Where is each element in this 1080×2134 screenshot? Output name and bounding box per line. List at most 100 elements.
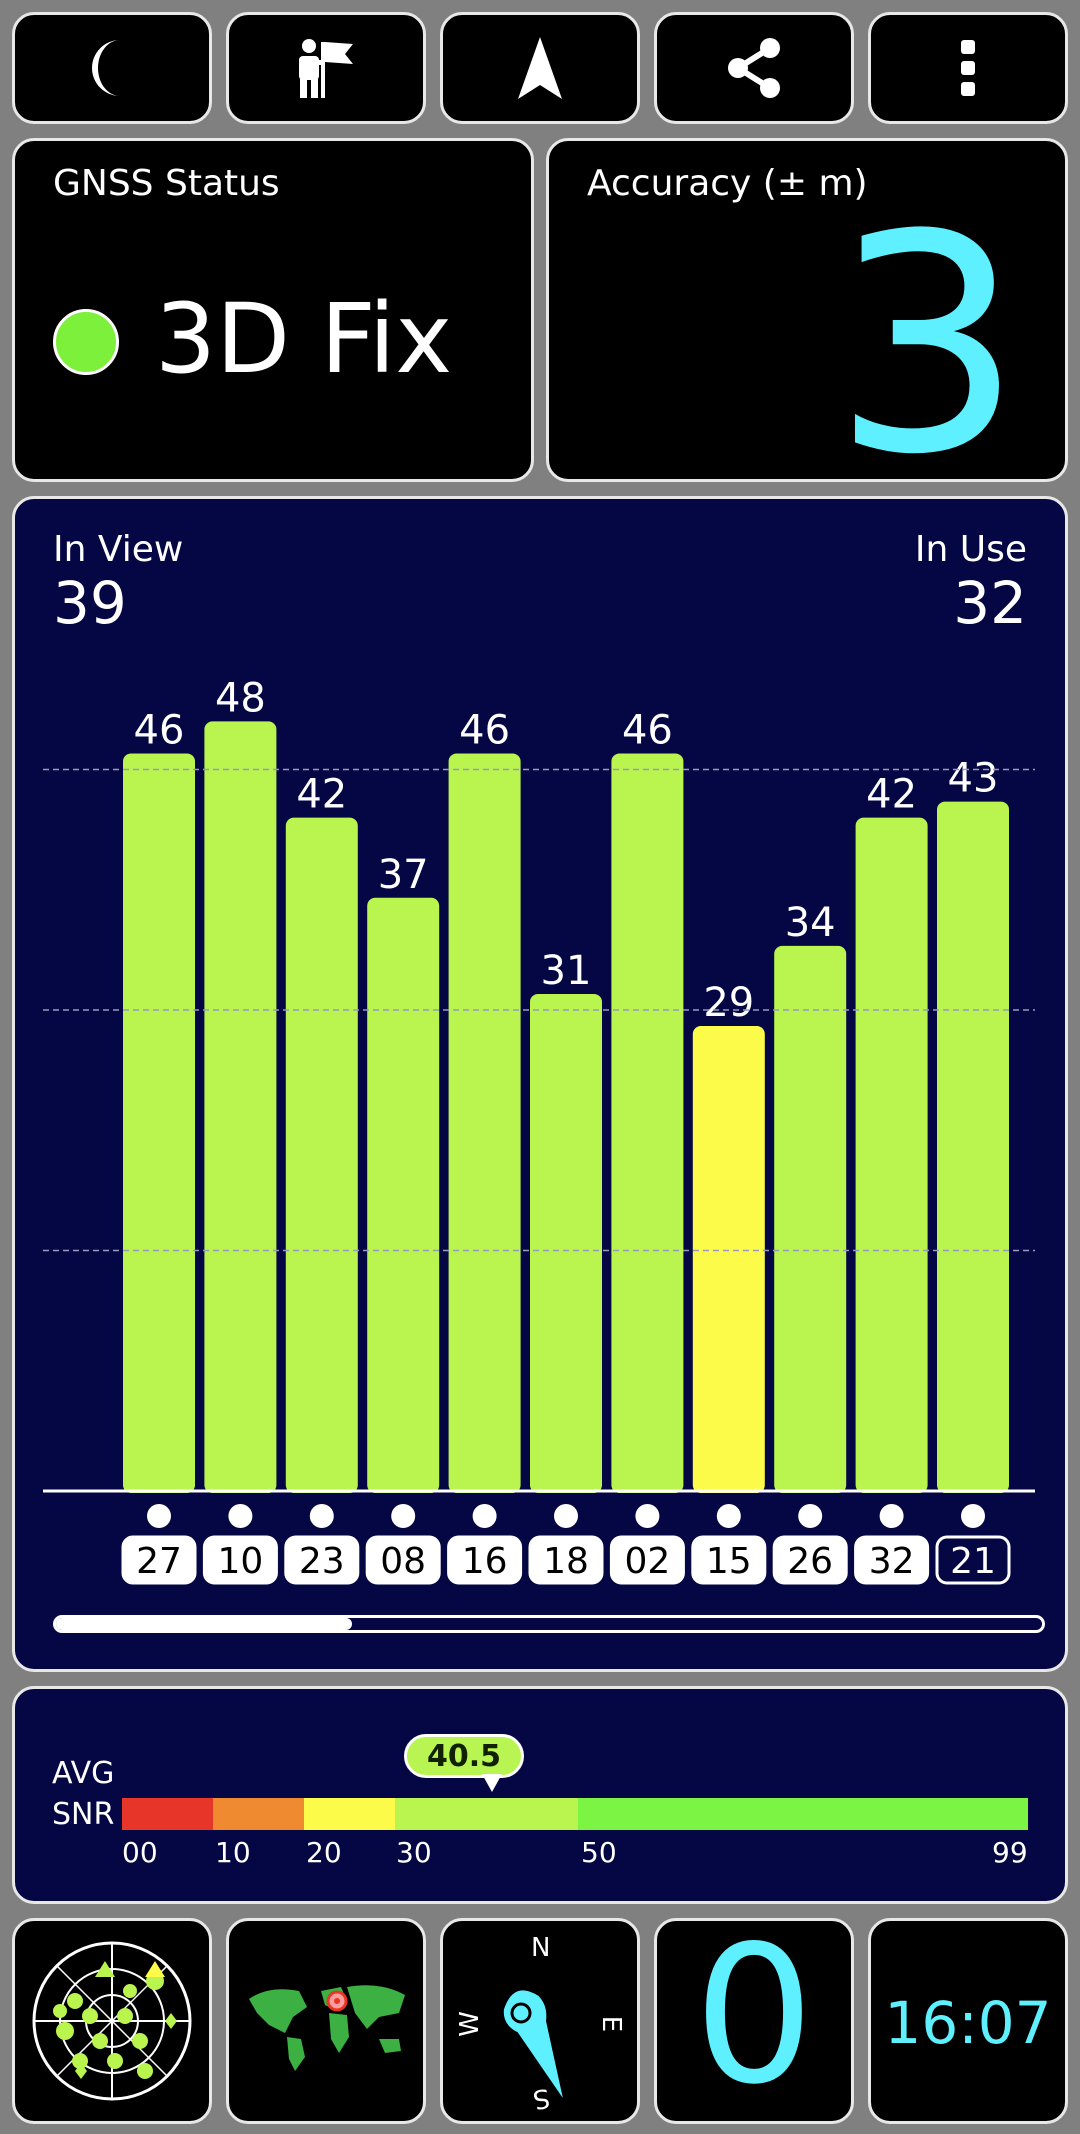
accuracy-title: Accuracy (± m) [587, 163, 868, 204]
speed-value: 0 [693, 1905, 815, 2126]
prn-label: 15 [706, 1541, 752, 1582]
snr-tick: 20 [306, 1836, 342, 1869]
moon-icon [92, 40, 120, 96]
bar-value-label: 42 [296, 772, 347, 818]
compass-button[interactable]: N E S W [440, 1918, 640, 2124]
signal-bar [530, 993, 602, 1493]
prn-badge [365, 1535, 441, 1585]
bar-value-label: 29 [703, 980, 754, 1026]
night-mode-button[interactable] [12, 12, 212, 124]
avg-snr-panel[interactable] [12, 1686, 1068, 1904]
bar-value-label: 37 [378, 852, 429, 898]
navigation-arrow-icon [518, 37, 562, 99]
prn-label: 08 [380, 1541, 426, 1582]
prn-badge [854, 1535, 930, 1585]
snr-tick: 99 [992, 1836, 1028, 1869]
prn-badge [772, 1535, 848, 1585]
in-view-label: In View [53, 529, 184, 570]
signal-bar [937, 801, 1009, 1493]
in-use-dot [554, 1504, 578, 1528]
bar-value-label: 48 [215, 675, 266, 721]
world-map-button[interactable] [226, 1918, 426, 2124]
chart-scrollbar-thumb[interactable] [56, 1618, 352, 1630]
signal-bar-chart: 46 27 48 10 42 23 37 08 46 16 31 18 46 02 29 15 34 26 42 32… [43, 675, 1035, 1585]
prn-label: 18 [543, 1541, 589, 1582]
snr-scale-bar [122, 1798, 1028, 1830]
more-vert-icon [961, 40, 975, 96]
prn-badge [284, 1535, 360, 1585]
snr-segment-30-50 [395, 1798, 578, 1830]
sky-radar-icon [32, 1941, 192, 2101]
clock-time: 16:07 [884, 1989, 1052, 2057]
bar-value-label: 43 [948, 756, 999, 802]
prn-label: 27 [136, 1541, 182, 1582]
signal-bar [774, 945, 847, 1493]
accuracy-panel[interactable]: Accuracy (± m) 3 [546, 138, 1068, 511]
prn-label: 16 [462, 1541, 508, 1582]
signal-bar [123, 753, 195, 1493]
snr-tick: 10 [215, 1836, 251, 1869]
bar-value-label: 46 [459, 707, 510, 753]
world-map-icon [249, 1985, 405, 2071]
prn-label: 26 [787, 1541, 833, 1582]
prn-badge [121, 1535, 197, 1585]
prn-label: 32 [869, 1541, 915, 1582]
snr-tick: 00 [122, 1836, 158, 1869]
signal-chart-panel[interactable]: In View 39 In Use 32 46 27 48 10 42 23 37 08 46 1… [12, 496, 1068, 1672]
signal-bar [204, 721, 277, 1493]
avg-label: AVG [52, 1756, 115, 1791]
calibrate-button[interactable] [226, 12, 426, 124]
navigate-button[interactable] [440, 12, 640, 124]
signal-bar [367, 897, 440, 1493]
prn-label: 10 [217, 1541, 263, 1582]
gnss-status-panel[interactable]: GNSS Status 3D Fix [12, 138, 534, 482]
snr-segment-0-10 [122, 1798, 213, 1830]
prn-badge [447, 1535, 523, 1585]
signal-bar [855, 817, 928, 1493]
snr-value-bubble: 40.5 [404, 1734, 524, 1778]
compass-n: N [531, 1933, 551, 1963]
prn-badge [935, 1535, 1011, 1585]
more-options-button[interactable] [868, 12, 1068, 124]
in-use-dot [309, 1504, 334, 1528]
in-use-dot [472, 1504, 497, 1528]
snr-segment-20-30 [304, 1798, 395, 1830]
in-view-count: 39 [53, 569, 127, 637]
gnss-status-title: GNSS Status [53, 163, 280, 204]
in-use-dot [798, 1504, 823, 1528]
bar-value-label: 42 [866, 772, 917, 818]
signal-bar [692, 1026, 765, 1493]
prn-badge [528, 1535, 604, 1585]
accuracy-value: 3 [832, 171, 1023, 520]
prn-label: 23 [299, 1541, 345, 1582]
prn-badge [202, 1535, 278, 1585]
in-use-label: In Use [914, 529, 1027, 570]
bar-value-label: 34 [785, 900, 836, 946]
plot-area: 46 27 48 10 42 23 37 08 46 16 31 18 46 02 29 15 34 26 42 32… [121, 675, 1011, 1585]
share-button[interactable] [654, 12, 854, 124]
in-use-dot [961, 1504, 985, 1528]
signal-bar [611, 753, 684, 1493]
in-use-dot [716, 1504, 741, 1528]
signal-bar [285, 817, 358, 1493]
speed-panel[interactable]: 0 [654, 1911, 854, 2124]
prn-label: 21 [950, 1541, 996, 1582]
prn-badge [691, 1535, 767, 1585]
in-use-dot [879, 1504, 904, 1528]
in-use-dot [391, 1504, 416, 1528]
clock-panel[interactable]: 16:07 [868, 1918, 1068, 2124]
in-use-dot [228, 1504, 253, 1528]
signal-bar [448, 753, 521, 1493]
snr-pointer [482, 1774, 502, 1792]
in-use-count: 32 [953, 569, 1027, 637]
snr-tick: 30 [396, 1836, 432, 1869]
prn-badge [609, 1535, 685, 1585]
person-flag-icon [299, 39, 353, 98]
sky-view-button[interactable] [12, 1918, 212, 2124]
fix-indicator [53, 309, 119, 375]
in-use-dot [147, 1504, 171, 1528]
bar-value-label: 31 [541, 948, 592, 994]
fix-status: 3D Fix [155, 283, 453, 395]
snr-segment-10-20 [213, 1798, 304, 1830]
chart-scrollbar[interactable] [53, 1615, 1045, 1633]
